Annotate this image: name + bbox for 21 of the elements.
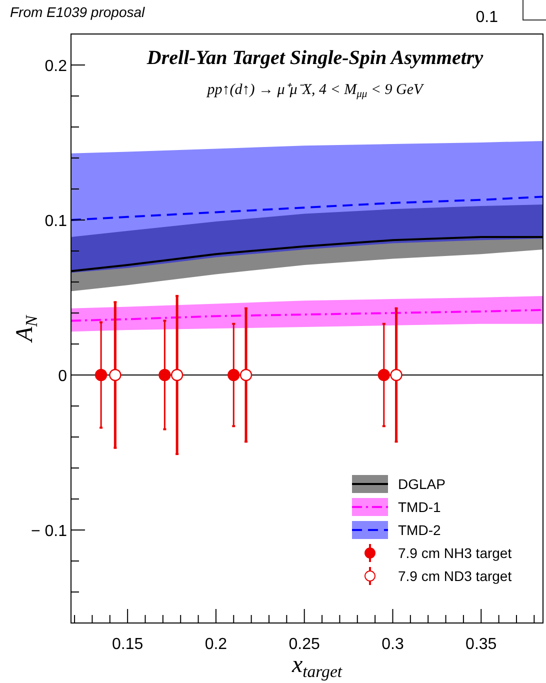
legend-label: TMD-1 — [398, 499, 441, 515]
text: 0.1 — [476, 9, 498, 26]
legend-label: 7.9 cm NH3 target — [398, 545, 512, 561]
legend-label: TMD-2 — [398, 522, 441, 538]
legend-label: DGLAP — [398, 476, 446, 492]
x-tick-label: 0.2 — [204, 636, 228, 653]
y-tick-label: 0.2 — [44, 58, 68, 75]
x-tick-label: 0.25 — [288, 636, 320, 653]
x-tick-label: 0.3 — [382, 636, 404, 653]
line-series — [71, 308, 543, 322]
text: Drell-Yan Target Single-Spin Asymmetry — [146, 47, 484, 69]
x-tick-label: 0.15 — [112, 636, 144, 653]
y-tick-label: 0 — [58, 368, 68, 385]
x-tick-label: 0.35 — [466, 636, 497, 653]
x-axis-title: x$_{target}$ — [290, 652, 342, 682]
text: pp↑(d↑) → μ⁺μ⁻X, 4 < M$_{μμ}$ < 9 GeV — [206, 82, 425, 100]
text: From E1039 proposal — [10, 4, 146, 20]
y-tick-label: 0.1 — [44, 213, 68, 230]
y-tick-label: − 0.1 — [30, 523, 68, 540]
legend-label: 7.9 cm ND3 target — [398, 568, 512, 584]
line-series — [71, 196, 543, 221]
